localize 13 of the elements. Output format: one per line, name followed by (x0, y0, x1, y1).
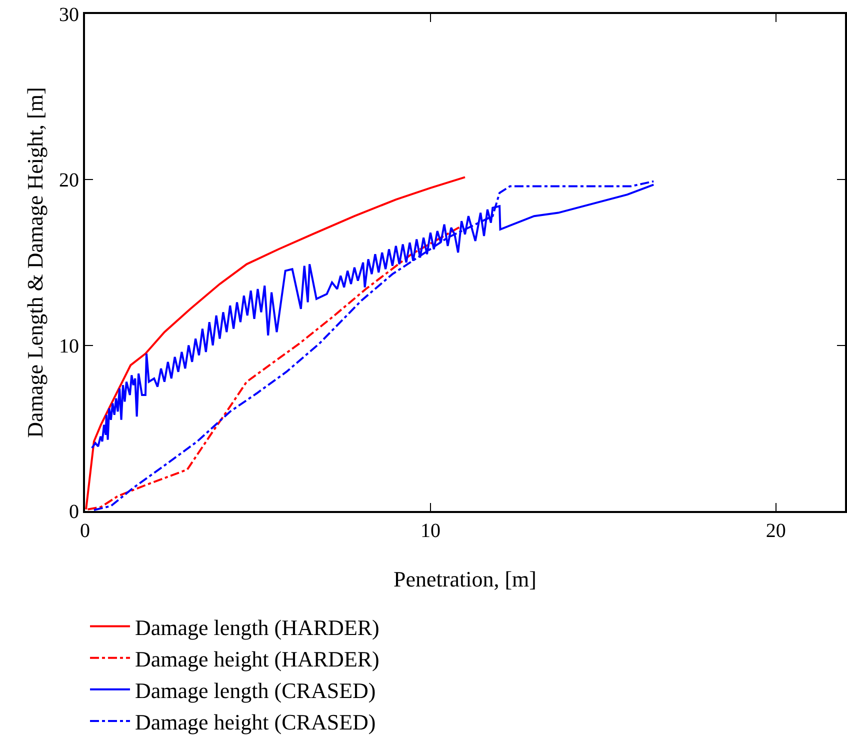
y-tick-label: 20 (59, 170, 79, 192)
y-axis-title: Damage Length & Damage Height, [m] (22, 87, 48, 438)
x-tick-label: 20 (766, 520, 786, 542)
line-series (92, 180, 655, 511)
legend-label: Damage height (CRASED) (135, 710, 376, 735)
y-tick-label: 0 (69, 501, 79, 523)
y-tick-label: 30 (59, 4, 79, 26)
legend-label: Damage length (CRASED) (135, 678, 376, 704)
y-tick-label: 10 (59, 335, 79, 358)
legend-label: Damage height (HARDER) (135, 646, 380, 672)
x-axis-title: Penetration, [m] (394, 566, 536, 592)
legend-label: Damage length (HARDER) (135, 614, 380, 640)
x-tick-label: 10 (420, 520, 440, 542)
